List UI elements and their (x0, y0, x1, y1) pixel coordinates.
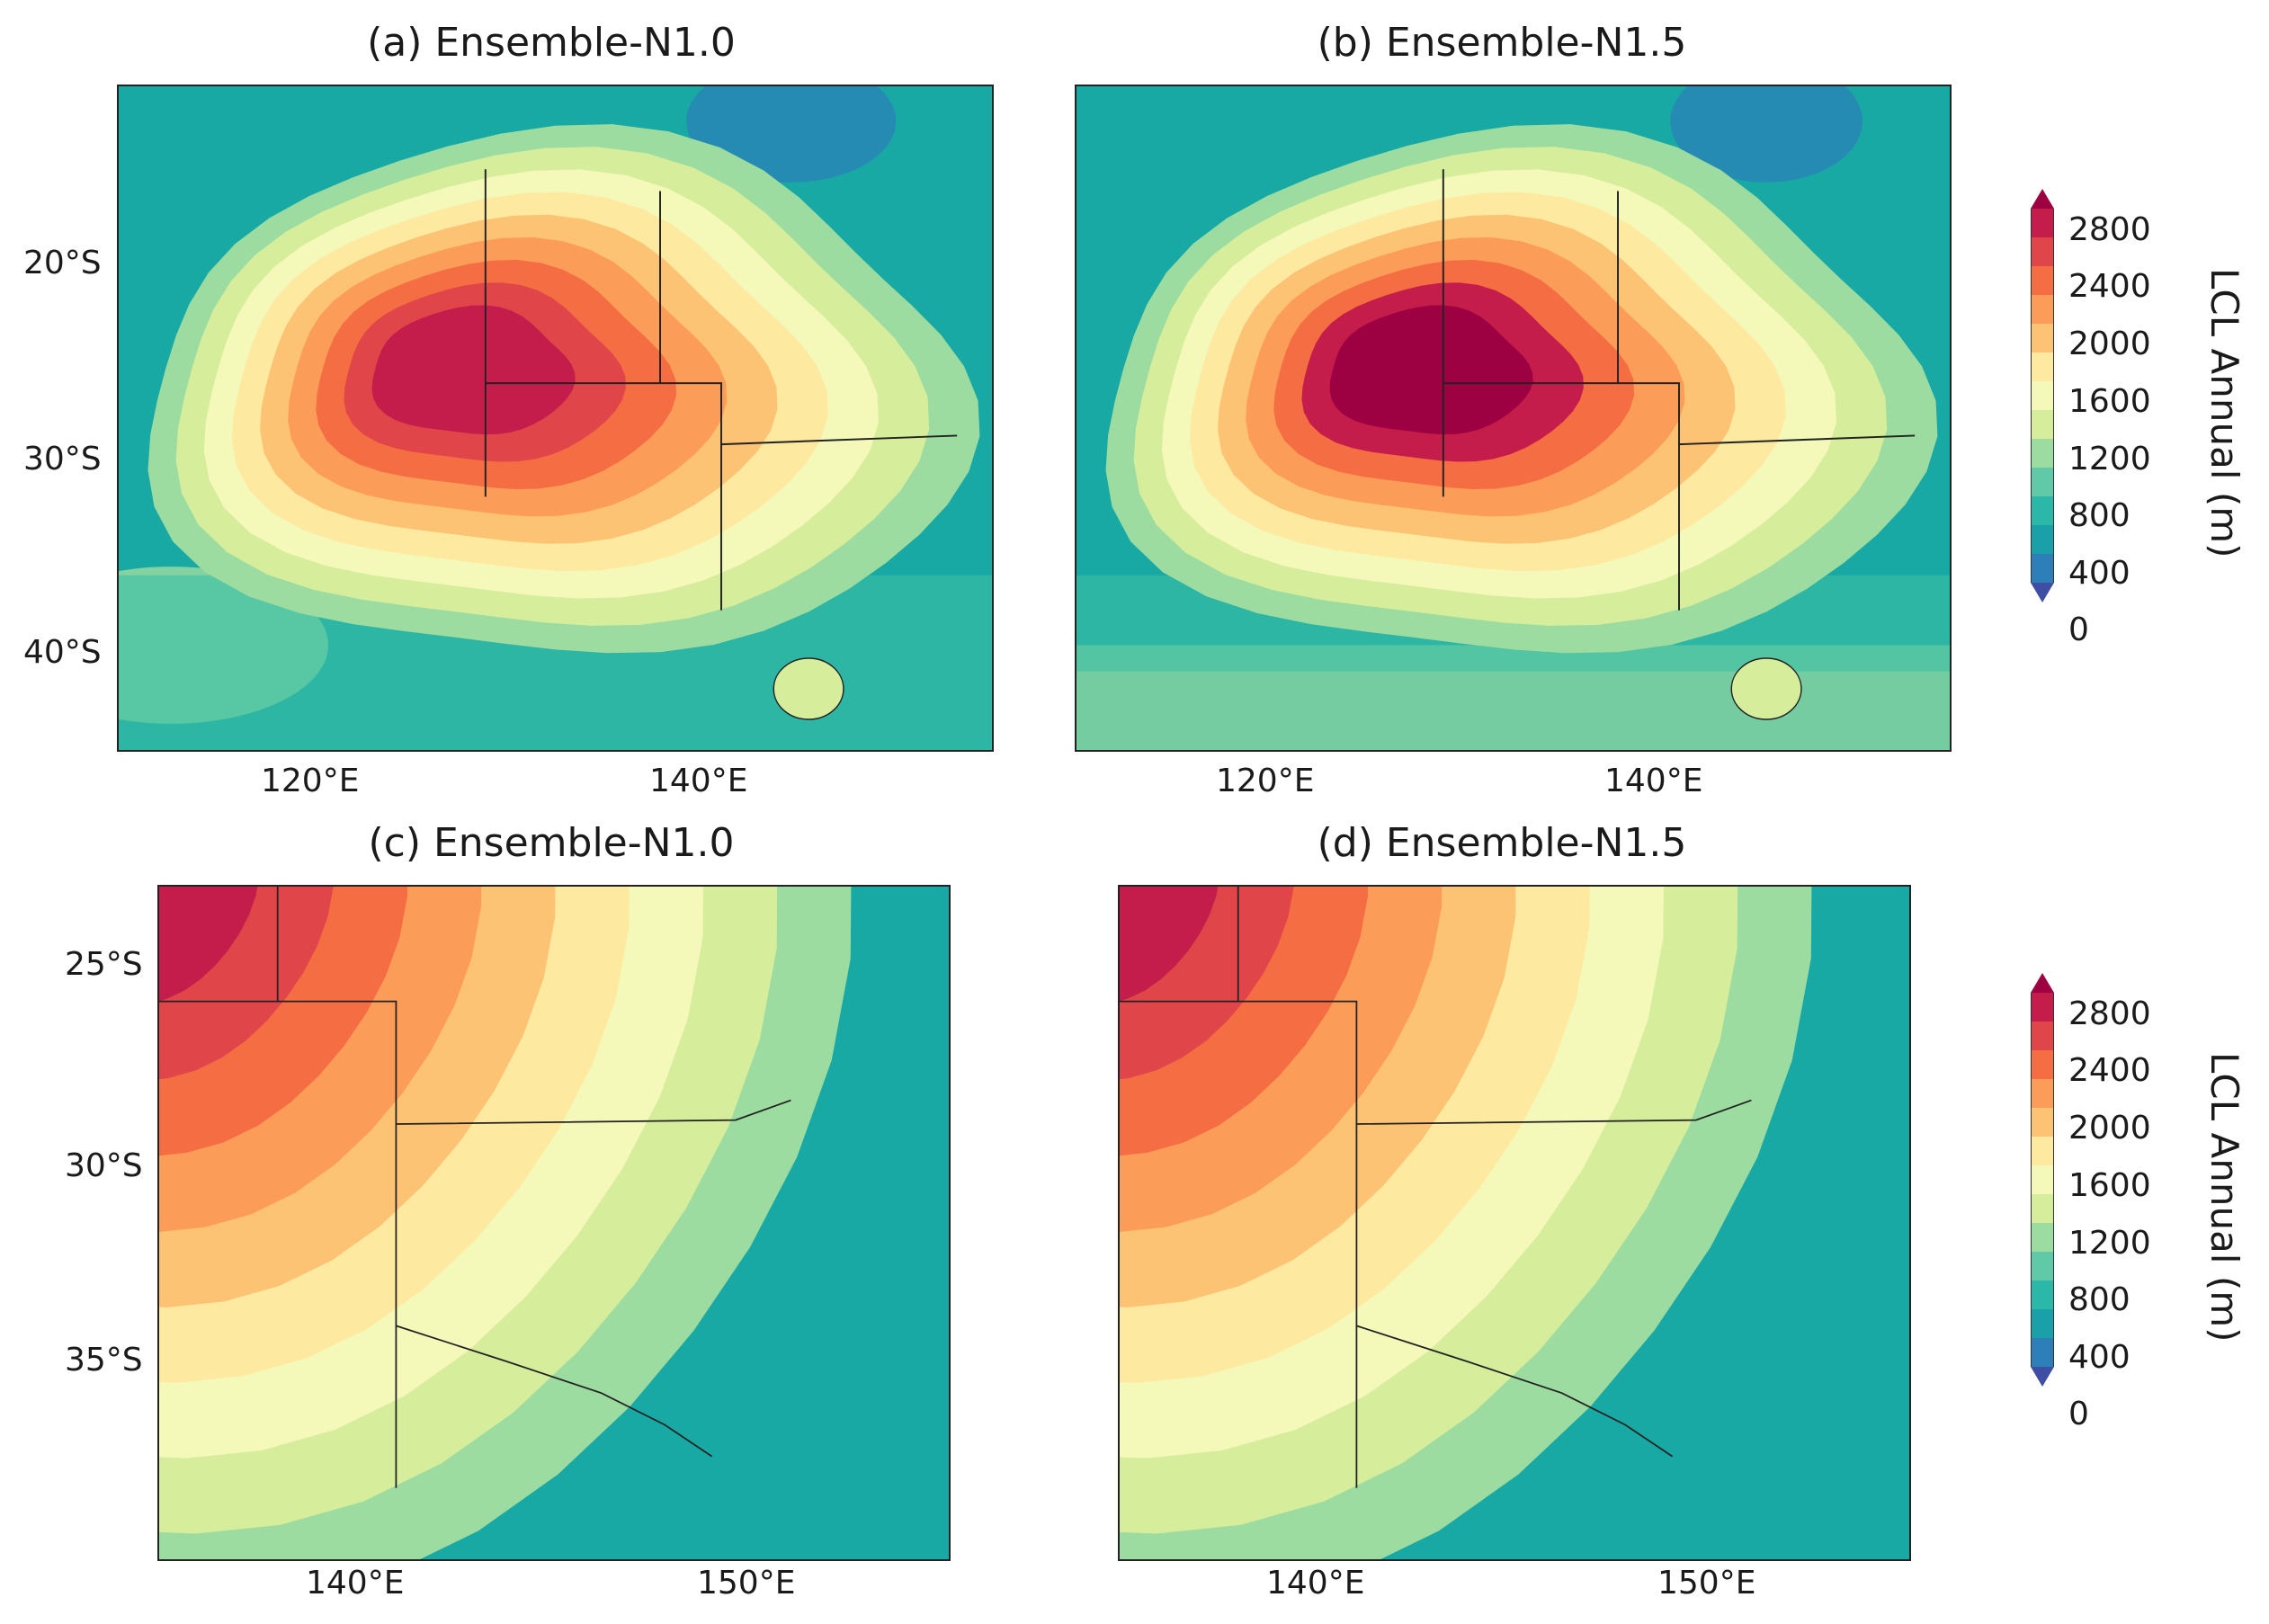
colorbar-bottom-ticks: 2800 2400 2000 1600 1200 800 400 0 (2068, 973, 2151, 1450)
lcl-contour-band (1329, 305, 1533, 435)
panel-title-d: (d) Ensemble-N1.5 (1317, 820, 1687, 866)
cb-top-tick: 2000 (2068, 326, 2151, 362)
lat-tick-35s: 35°S (65, 1342, 143, 1379)
cb-top-tick: 2800 (2068, 211, 2151, 248)
cb-top-tick: 2400 (2068, 268, 2151, 305)
se-australia-contours-d (1120, 887, 1812, 1559)
cb-top-tick: 0 (2068, 611, 2089, 648)
state-borders-b (1442, 169, 1916, 611)
tasmania (1730, 657, 1802, 720)
map-panel-b (1075, 85, 1952, 752)
panel-title-b: (b) Ensemble-N1.5 (1317, 20, 1687, 66)
cb-bottom-tick: 2400 (2068, 1052, 2151, 1089)
colorbar-top (2031, 189, 2054, 665)
se-australia-contours-c (159, 887, 852, 1559)
lon-tick-d-150e: 150°E (1657, 1565, 1756, 1602)
lat-tick-25s: 25°S (65, 946, 143, 983)
lon-tick-b-120e: 120°E (1216, 763, 1315, 799)
lon-tick-a-120e: 120°E (261, 763, 360, 799)
tasmania (773, 657, 844, 720)
cb-bottom-tick: 2800 (2068, 995, 2151, 1032)
colorbar-top-ticks: 2800 2400 2000 1600 1200 800 400 0 (2068, 189, 2151, 665)
lat-tick-30s: 30°S (23, 441, 102, 477)
map-panel-d (1118, 885, 1911, 1561)
cb-top-tick: 1600 (2068, 383, 2151, 420)
cb-bottom-tick: 400 (2068, 1339, 2131, 1376)
cb-bottom-tick: 0 (2068, 1396, 2089, 1432)
state-borders-a (484, 169, 958, 611)
panel-title-a: (a) Ensemble-N1.0 (367, 20, 736, 66)
panel-title-c: (c) Ensemble-N1.0 (368, 820, 735, 866)
cb-bottom-tick: 2000 (2068, 1110, 2151, 1147)
lcl-contour-band (159, 887, 258, 1002)
colorbar-bottom (2031, 973, 2054, 1450)
lon-tick-b-140e: 140°E (1604, 763, 1703, 799)
cb-bottom-tick: 800 (2068, 1281, 2131, 1318)
lcl-contour-band (371, 305, 576, 435)
state-borders-d (1120, 887, 1752, 1488)
lon-tick-c-140e: 140°E (306, 1565, 405, 1602)
cb-top-tick: 400 (2068, 555, 2131, 592)
lcl-contour-band (1120, 887, 1219, 1002)
lat-tick-20s: 20°S (23, 245, 102, 281)
cb-bottom-tick: 1200 (2068, 1225, 2151, 1262)
lat-tick-40s: 40°S (23, 634, 102, 671)
colorbar-bottom-label: LCL Annual (m) (2202, 1052, 2247, 1343)
cb-top-tick: 1200 (2068, 441, 2151, 477)
map-panel-c (157, 885, 951, 1561)
colorbar-top-label: LCL Annual (m) (2202, 268, 2247, 558)
australia-contours-b (1105, 124, 1938, 720)
cb-bottom-tick: 1600 (2068, 1167, 2151, 1204)
lon-tick-c-150e: 150°E (697, 1565, 796, 1602)
state-borders-c (159, 887, 791, 1488)
lon-tick-a-140e: 140°E (649, 763, 748, 799)
lon-tick-d-140e: 140°E (1266, 1565, 1365, 1602)
map-panel-a (117, 85, 994, 752)
cb-top-tick: 800 (2068, 497, 2131, 534)
lat-tick-30s-b: 30°S (65, 1147, 143, 1184)
